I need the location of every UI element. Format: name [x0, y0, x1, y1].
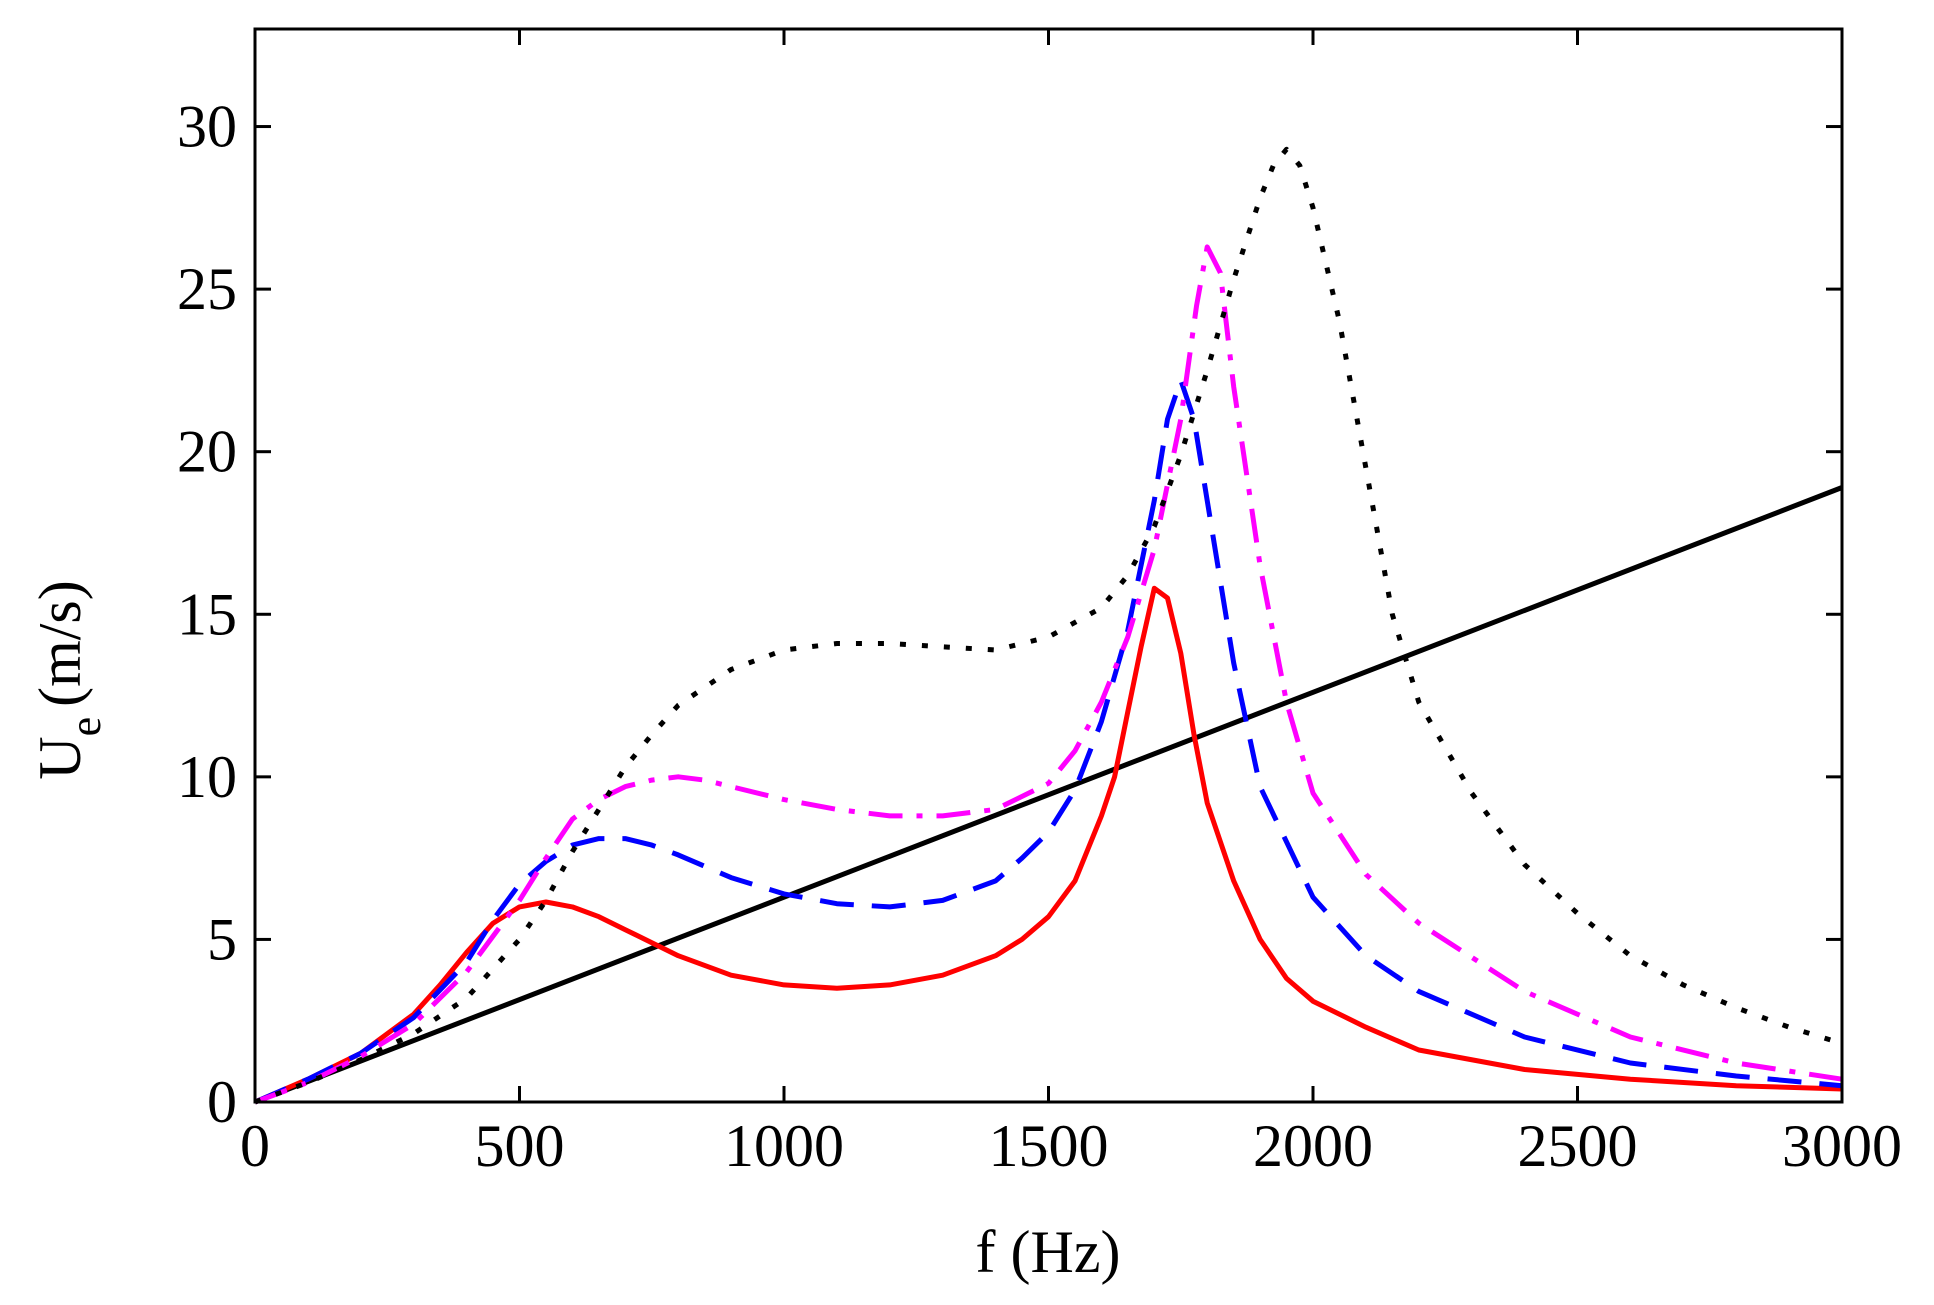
y-tick-label: 15: [177, 581, 237, 647]
svg-text:Ue(m/s): Ue (m/s): [27, 580, 110, 780]
y-tick-label: 20: [177, 419, 237, 485]
y-axis-label-unit: (m/s): [27, 580, 93, 707]
y-tick-label: 25: [177, 256, 237, 322]
x-axis-label: f (Hz): [976, 1219, 1121, 1285]
y-axis-label-subscript: e: [61, 717, 110, 737]
series-line-dashdot-magenta: [254, 244, 1843, 1105]
x-tick-label: 2000: [1253, 1113, 1373, 1179]
plot-frame: [253, 27, 1844, 1104]
ticks-layer: [253, 29, 1844, 1104]
y-axis-label: Ue (m/s): [27, 580, 110, 780]
y-tick-labels: 0 5 10 15 20 25 30: [177, 94, 237, 1135]
x-tick-label: 2500: [1518, 1113, 1638, 1179]
series-layer: [254, 146, 1843, 1105]
y-axis-label-main: U: [27, 736, 93, 779]
x-tick-labels: 0 500 1000 1500 2000 2500 3000: [240, 1113, 1902, 1179]
x-tick-label: 0: [240, 1113, 270, 1179]
series-line-dotted-black: [254, 146, 1843, 1105]
series-line-dashed-blue: [254, 377, 1843, 1105]
y-tick-label: 0: [207, 1069, 237, 1135]
x-tick-label: 1500: [989, 1113, 1109, 1179]
series-line-solid-red: [254, 585, 1843, 1105]
y-tick-label: 5: [207, 906, 237, 972]
x-tick-label: 500: [475, 1113, 565, 1179]
y-tick-label: 30: [177, 94, 237, 160]
series-line-solid-black-linear: [254, 485, 1843, 1105]
x-tick-label: 1000: [724, 1113, 844, 1179]
x-tick-label: 3000: [1782, 1113, 1902, 1179]
y-tick-label: 10: [177, 744, 237, 810]
